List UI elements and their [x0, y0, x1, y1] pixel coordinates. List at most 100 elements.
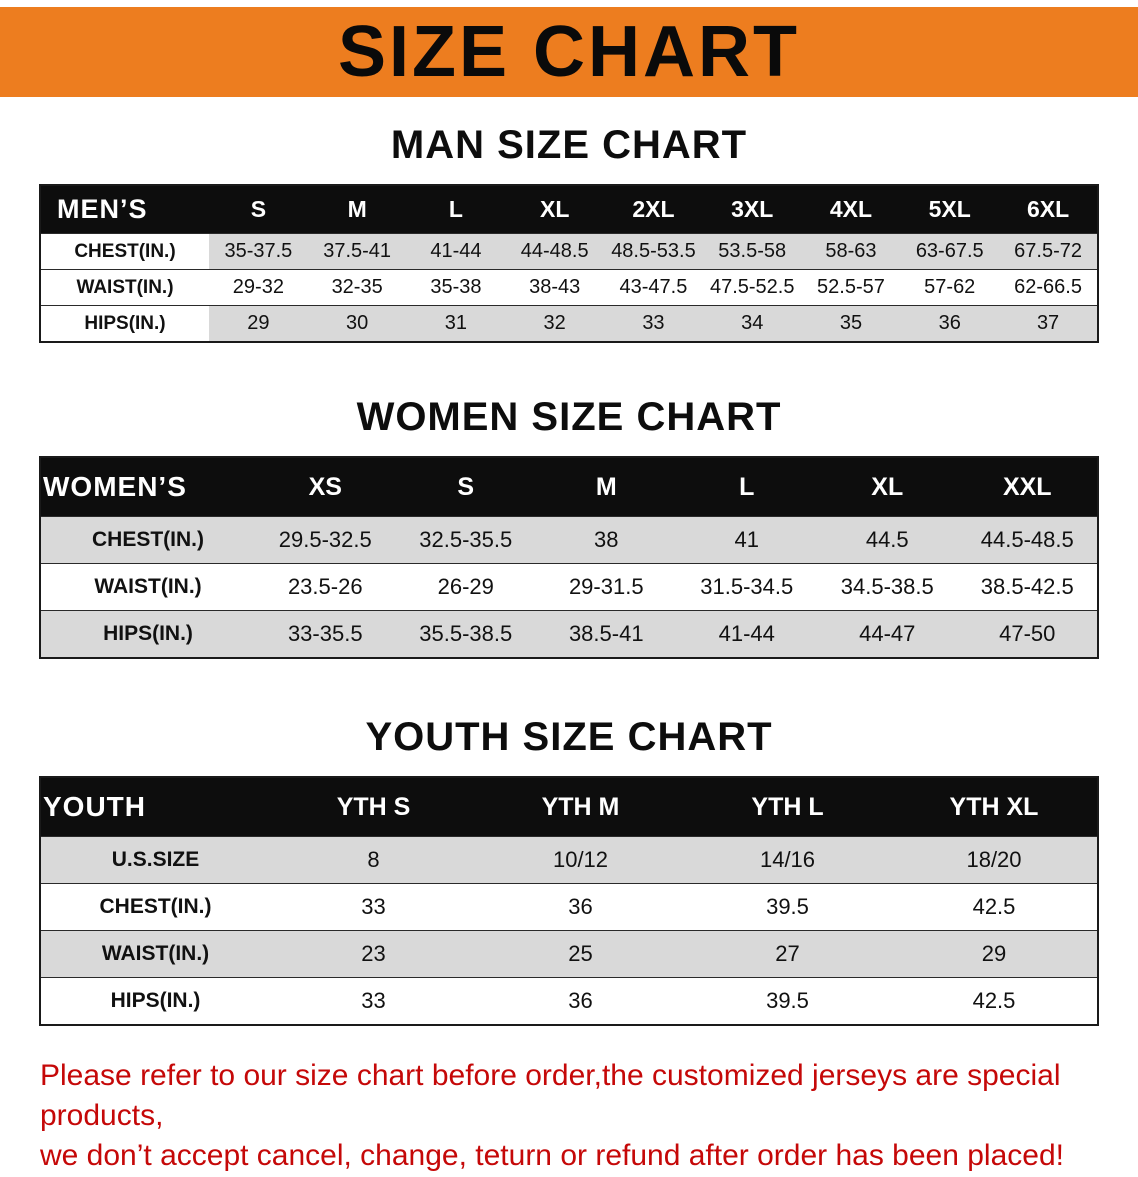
page-title: SIZE CHART [338, 12, 800, 92]
value-cell: 27 [684, 930, 891, 978]
section-heading-men: MAN SIZE CHART [390, 123, 748, 167]
column-header-cell: S [395, 457, 536, 517]
column-header-cell: XL [505, 185, 605, 234]
value-cell: 30 [307, 305, 407, 342]
value-cell: 44-48.5 [505, 233, 605, 270]
value-cell: 62-66.5 [999, 269, 1098, 306]
column-header-cell: S [209, 185, 308, 234]
row-label-cell: WAIST(IN.) [40, 563, 255, 611]
value-cell: 8 [270, 836, 477, 884]
table-row: WAIST(IN.) 23.5-26 26-29 29-31.5 31.5-34.5 34… [40, 563, 1098, 611]
value-cell: 31.5-34.5 [676, 563, 817, 611]
section-youth: YOUTH SIZE CHART YOUTH YTH S YTH M YTH L YTH… [0, 715, 1138, 1026]
value-cell: 41-44 [406, 233, 506, 270]
table-header-row: YOUTH YTH S YTH M YTH L YTH XL [40, 777, 1098, 837]
value-cell: 34.5-38.5 [817, 563, 958, 611]
value-cell: 35.5-38.5 [395, 610, 536, 658]
banner: SIZE CHART [0, 7, 1138, 97]
value-cell: 44.5 [817, 516, 958, 564]
value-cell: 47.5-52.5 [702, 269, 802, 306]
column-header-cell: L [676, 457, 817, 517]
value-cell: 38.5-41 [536, 610, 677, 658]
value-cell: 57-62 [900, 269, 1000, 306]
table-header-row: WOMEN’S XS S M L XL XXL [40, 457, 1098, 517]
value-cell: 14/16 [684, 836, 891, 884]
table-title-cell: YOUTH [40, 777, 270, 837]
value-cell: 52.5-57 [801, 269, 901, 306]
column-header-cell: 4XL [801, 185, 901, 234]
row-label-cell: CHEST(IN.) [40, 516, 255, 564]
value-cell: 29-31.5 [536, 563, 677, 611]
table-row: HIPS(IN.) 33 36 39.5 42.5 [40, 977, 1098, 1025]
table-title-cell: MEN’S [40, 185, 209, 234]
column-header-cell: XXL [957, 457, 1098, 517]
value-cell: 33 [604, 305, 703, 342]
value-cell: 10/12 [477, 836, 684, 884]
value-cell: 18/20 [891, 836, 1098, 884]
column-header-cell: XL [817, 457, 958, 517]
value-cell: 39.5 [684, 977, 891, 1025]
value-cell: 32.5-35.5 [395, 516, 536, 564]
value-cell: 42.5 [891, 883, 1098, 931]
row-label-cell: CHEST(IN.) [40, 883, 270, 931]
column-header-cell: XS [255, 457, 396, 517]
row-label-cell: HIPS(IN.) [40, 305, 209, 342]
value-cell: 33-35.5 [255, 610, 396, 658]
table-row: U.S.SIZE 8 10/12 14/16 18/20 [40, 836, 1098, 884]
footer-note-line2: we don’t accept cancel, change, teturn o… [40, 1139, 1064, 1173]
value-cell: 23.5-26 [255, 563, 396, 611]
column-header-cell: M [307, 185, 407, 234]
value-cell: 38-43 [505, 269, 605, 306]
value-cell: 23 [270, 930, 477, 978]
value-cell: 44.5-48.5 [957, 516, 1098, 564]
column-header-cell: YTH M [477, 777, 684, 837]
value-cell: 35-37.5 [209, 233, 308, 270]
value-cell: 34 [702, 305, 802, 342]
column-header-cell: 6XL [999, 185, 1098, 234]
value-cell: 43-47.5 [604, 269, 703, 306]
footer-note-line1: Please refer to our size chart before or… [40, 1059, 1061, 1133]
value-cell: 41 [676, 516, 817, 564]
row-label-cell: HIPS(IN.) [40, 610, 255, 658]
value-cell: 33 [270, 977, 477, 1025]
value-cell: 26-29 [395, 563, 536, 611]
table-row: CHEST(IN.) 33 36 39.5 42.5 [40, 883, 1098, 931]
women-size-table: WOMEN’S XS S M L XL XXL CHEST(IN.) 29.5-32.5 32.5… [39, 456, 1099, 659]
value-cell: 53.5-58 [702, 233, 802, 270]
value-cell: 38 [536, 516, 677, 564]
table-title-cell: WOMEN’S [40, 457, 255, 517]
value-cell: 31 [406, 305, 506, 342]
youth-size-table: YOUTH YTH S YTH M YTH L YTH XL U.S.SIZE 8 10/12… [39, 776, 1099, 1026]
column-header-cell: M [536, 457, 677, 517]
column-header-cell: YTH S [270, 777, 477, 837]
value-cell: 38.5-42.5 [957, 563, 1098, 611]
section-women: WOMEN SIZE CHART WOMEN’S XS S M L XL XXL CHEST(… [0, 395, 1138, 659]
table-row: HIPS(IN.) 33-35.5 35.5-38.5 38.5-41 41-44 44-… [40, 610, 1098, 658]
value-cell: 37 [999, 305, 1098, 342]
section-heading-women: WOMEN SIZE CHART [356, 395, 782, 439]
row-label-cell: CHEST(IN.) [40, 233, 209, 270]
value-cell: 32 [505, 305, 605, 342]
value-cell: 25 [477, 930, 684, 978]
column-header-cell: YTH XL [891, 777, 1098, 837]
value-cell: 42.5 [891, 977, 1098, 1025]
column-header-cell: YTH L [684, 777, 891, 837]
section-men: MAN SIZE CHART MEN’S S M L XL 2XL 3XL 4XL 5XL 6XL… [0, 123, 1138, 343]
value-cell: 35 [801, 305, 901, 342]
value-cell: 58-63 [801, 233, 901, 270]
value-cell: 35-38 [406, 269, 506, 306]
footer-note: Please refer to our size chart before or… [40, 1056, 1100, 1177]
value-cell: 39.5 [684, 883, 891, 931]
value-cell: 37.5-41 [307, 233, 407, 270]
row-label-cell: WAIST(IN.) [40, 930, 270, 978]
value-cell: 41-44 [676, 610, 817, 658]
value-cell: 67.5-72 [999, 233, 1098, 270]
men-size-table: MEN’S S M L XL 2XL 3XL 4XL 5XL 6XL CHEST(IN.) 35-37… [39, 184, 1099, 343]
value-cell: 48.5-53.5 [604, 233, 703, 270]
table-row: WAIST(IN.) 29-32 32-35 35-38 38-43 43-47.5 47.… [40, 269, 1098, 306]
table-row: WAIST(IN.) 23 25 27 29 [40, 930, 1098, 978]
value-cell: 29 [209, 305, 308, 342]
section-heading-youth: YOUTH SIZE CHART [365, 715, 773, 759]
row-label-cell: WAIST(IN.) [40, 269, 209, 306]
value-cell: 29-32 [209, 269, 308, 306]
